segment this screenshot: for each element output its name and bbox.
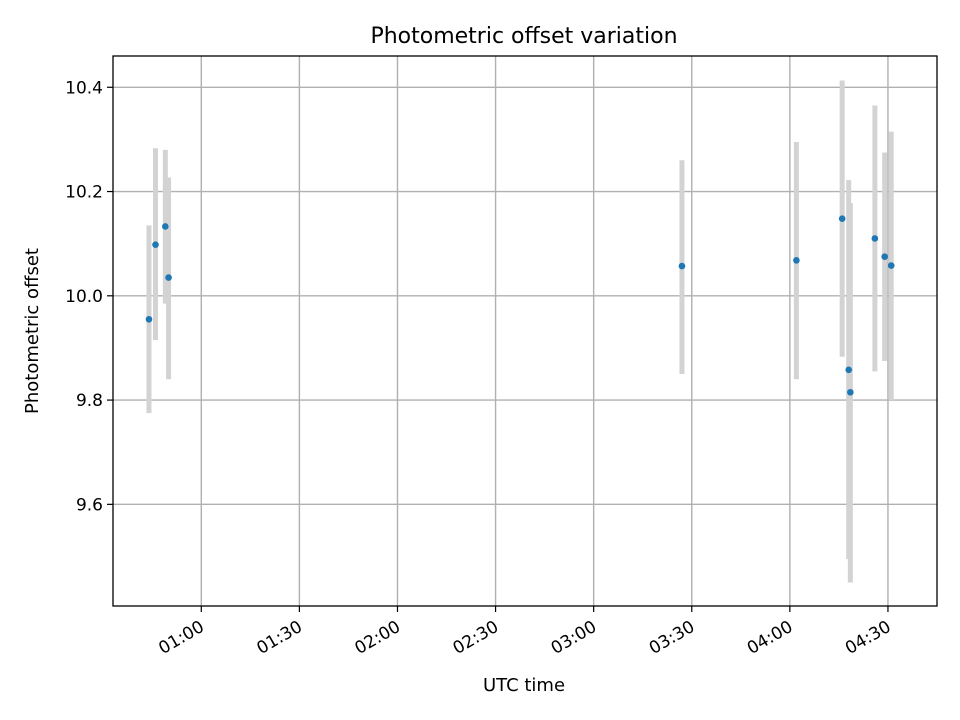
error-bars [146, 80, 894, 583]
x-tick-label: 04:00 [744, 617, 796, 659]
x-tick-label: 01:30 [253, 617, 305, 659]
x-axis-label: UTC time [483, 675, 565, 696]
y-tick-label: 10.4 [65, 78, 103, 98]
data-point [881, 253, 888, 261]
data-point [678, 262, 686, 270]
y-tick-label: 10.2 [65, 183, 103, 203]
x-tick-label: 02:00 [352, 617, 404, 659]
data-point [845, 366, 853, 374]
y-tick-label: 9.6 [76, 495, 103, 515]
data-point [871, 235, 879, 242]
x-tick-label: 01:00 [155, 617, 207, 659]
data-point [165, 274, 172, 281]
grid-lines [113, 56, 937, 606]
y-axis-ticks: 9.6 9.8 10.0 10.2 10.4 [65, 78, 113, 515]
data-point [887, 262, 895, 269]
data-points [145, 215, 895, 396]
x-tick-label: 03:30 [646, 617, 698, 659]
y-tick-label: 10.0 [65, 287, 103, 307]
chart-title: Photometric offset variation [370, 24, 677, 49]
y-tick-label: 9.8 [76, 391, 103, 411]
plot-frame [112, 55, 938, 607]
x-axis-ticks: 01:00 01:30 02:00 02:30 03:00 03:30 04:00 04:30 [155, 606, 894, 659]
data-point [145, 315, 153, 323]
x-tick-label: 03:00 [548, 617, 600, 659]
data-point [162, 223, 169, 230]
y-axis-label: Photometric offset [22, 248, 43, 414]
data-point [152, 241, 159, 249]
data-point [793, 257, 800, 264]
data-point [847, 388, 854, 396]
data-point [838, 215, 846, 222]
x-tick-label: 02:30 [450, 617, 502, 659]
x-tick-label: 04:30 [842, 617, 894, 659]
